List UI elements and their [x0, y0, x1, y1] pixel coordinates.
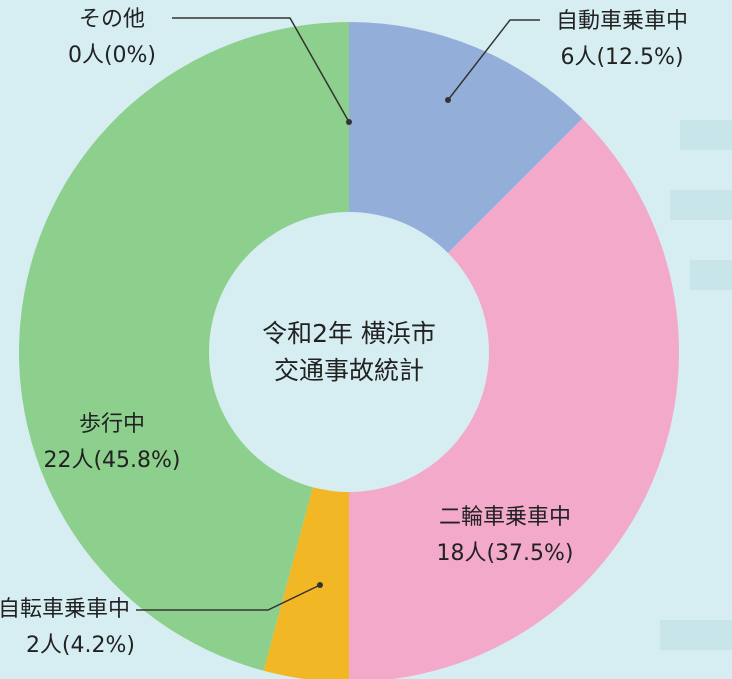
chart-subtitle: 交通事故統計: [274, 356, 424, 385]
category-label: 歩行中: [79, 412, 145, 437]
category-label: 自動車乗車中: [556, 9, 688, 34]
chart: 令和2年 横浜市 交通事故統計 自動車乗車中 6人(12.5%) 二輪車乗車中 18人…: [0, 0, 732, 679]
category-label: 自転車乗車中: [0, 597, 130, 622]
value-label: 6人(12.5%): [560, 45, 683, 70]
value-label: 0人(0%): [68, 43, 156, 68]
value-label: 18人(37.5%): [436, 541, 573, 566]
category-label: その他: [79, 7, 145, 32]
value-label: 22人(45.8%): [43, 448, 180, 473]
chart-title: 令和2年 横浜市: [262, 319, 436, 348]
category-label: 二輪車乗車中: [439, 505, 571, 530]
donut-hole: [209, 212, 489, 492]
value-label: 2人(4.2%): [26, 633, 135, 658]
page: {"chart_data": {"type": "donut", "title"…: [0, 0, 732, 679]
